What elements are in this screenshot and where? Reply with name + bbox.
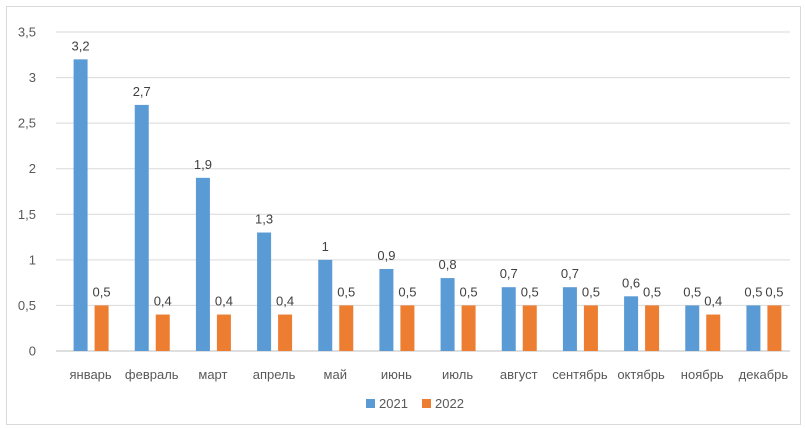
data-label: 3,2 bbox=[72, 38, 90, 53]
data-label: 0,7 bbox=[561, 266, 579, 281]
legend-swatch bbox=[422, 399, 431, 408]
data-label: 0,5 bbox=[765, 284, 783, 299]
bar-2021 bbox=[195, 177, 210, 351]
y-tick-label: 1 bbox=[29, 252, 36, 267]
bar-2021 bbox=[624, 296, 639, 351]
bar-2022 bbox=[461, 305, 476, 351]
x-tick-label: январь bbox=[69, 367, 111, 382]
data-label: 0,4 bbox=[704, 294, 722, 309]
bar-2022 bbox=[767, 305, 782, 351]
bar-2022 bbox=[94, 305, 109, 351]
x-tick-label: май bbox=[324, 367, 347, 382]
bar-2021 bbox=[562, 287, 577, 351]
y-tick-label: 0,5 bbox=[18, 298, 36, 313]
bar-2022 bbox=[522, 305, 537, 351]
bar-2021 bbox=[134, 104, 149, 352]
legend-label: 2022 bbox=[435, 396, 464, 411]
x-tick-label: октябрь bbox=[617, 367, 665, 382]
data-label: 0,9 bbox=[377, 248, 395, 263]
data-label: 0,5 bbox=[460, 284, 478, 299]
x-tick-label: июнь bbox=[381, 367, 412, 382]
data-label: 0,5 bbox=[643, 284, 661, 299]
data-label: 2,7 bbox=[133, 84, 151, 99]
data-label: 0,5 bbox=[683, 284, 701, 299]
data-label: 1,3 bbox=[255, 212, 273, 227]
bar-2021 bbox=[257, 232, 272, 351]
bar-2021 bbox=[379, 268, 394, 351]
bar-2022 bbox=[645, 305, 660, 351]
y-tick-label: 2,5 bbox=[18, 116, 36, 131]
data-label: 1,9 bbox=[194, 157, 212, 172]
bar-2021 bbox=[73, 59, 88, 351]
data-label: 0,5 bbox=[744, 284, 762, 299]
x-tick-label: август bbox=[500, 367, 538, 382]
x-tick-label: сентябрь bbox=[552, 367, 608, 382]
y-tick-label: 1,5 bbox=[18, 207, 36, 222]
data-label: 0,8 bbox=[439, 257, 457, 272]
data-label: 0,5 bbox=[582, 284, 600, 299]
data-label: 0,5 bbox=[337, 284, 355, 299]
legend-label: 2021 bbox=[379, 396, 408, 411]
bar-2022 bbox=[155, 314, 170, 351]
bar-2022 bbox=[583, 305, 598, 351]
data-label: 0,7 bbox=[500, 266, 518, 281]
x-tick-label: ноябрь bbox=[681, 367, 724, 382]
bar-2022 bbox=[216, 314, 231, 351]
bar-2022 bbox=[400, 305, 415, 351]
x-tick-label: июль bbox=[442, 367, 473, 382]
bar-2022 bbox=[706, 314, 721, 351]
data-label: 0,6 bbox=[622, 275, 640, 290]
bar-2021 bbox=[685, 305, 700, 351]
bar-2021 bbox=[501, 287, 516, 351]
x-tick-label: февраль bbox=[125, 367, 179, 382]
bar-2021 bbox=[440, 278, 455, 351]
data-label: 0,4 bbox=[276, 294, 294, 309]
data-label: 0,5 bbox=[521, 284, 539, 299]
bar-2022 bbox=[278, 314, 293, 351]
bar-2022 bbox=[339, 305, 354, 351]
x-tick-label: апрель bbox=[253, 367, 296, 382]
y-tick-label: 0 bbox=[29, 344, 36, 359]
data-label: 1 bbox=[322, 239, 329, 254]
y-tick-label: 3 bbox=[29, 70, 36, 85]
data-label: 0,5 bbox=[93, 284, 111, 299]
bar-2021 bbox=[746, 305, 761, 351]
data-label: 0,4 bbox=[154, 294, 172, 309]
data-label: 0,4 bbox=[215, 294, 233, 309]
x-tick-label: март bbox=[198, 367, 227, 382]
y-tick-label: 3,5 bbox=[18, 25, 36, 40]
x-tick-label: декабрь bbox=[739, 367, 789, 382]
data-label: 0,5 bbox=[398, 284, 416, 299]
legend-swatch bbox=[366, 399, 375, 408]
bar-2021 bbox=[318, 259, 333, 351]
y-tick-label: 2 bbox=[29, 161, 36, 176]
